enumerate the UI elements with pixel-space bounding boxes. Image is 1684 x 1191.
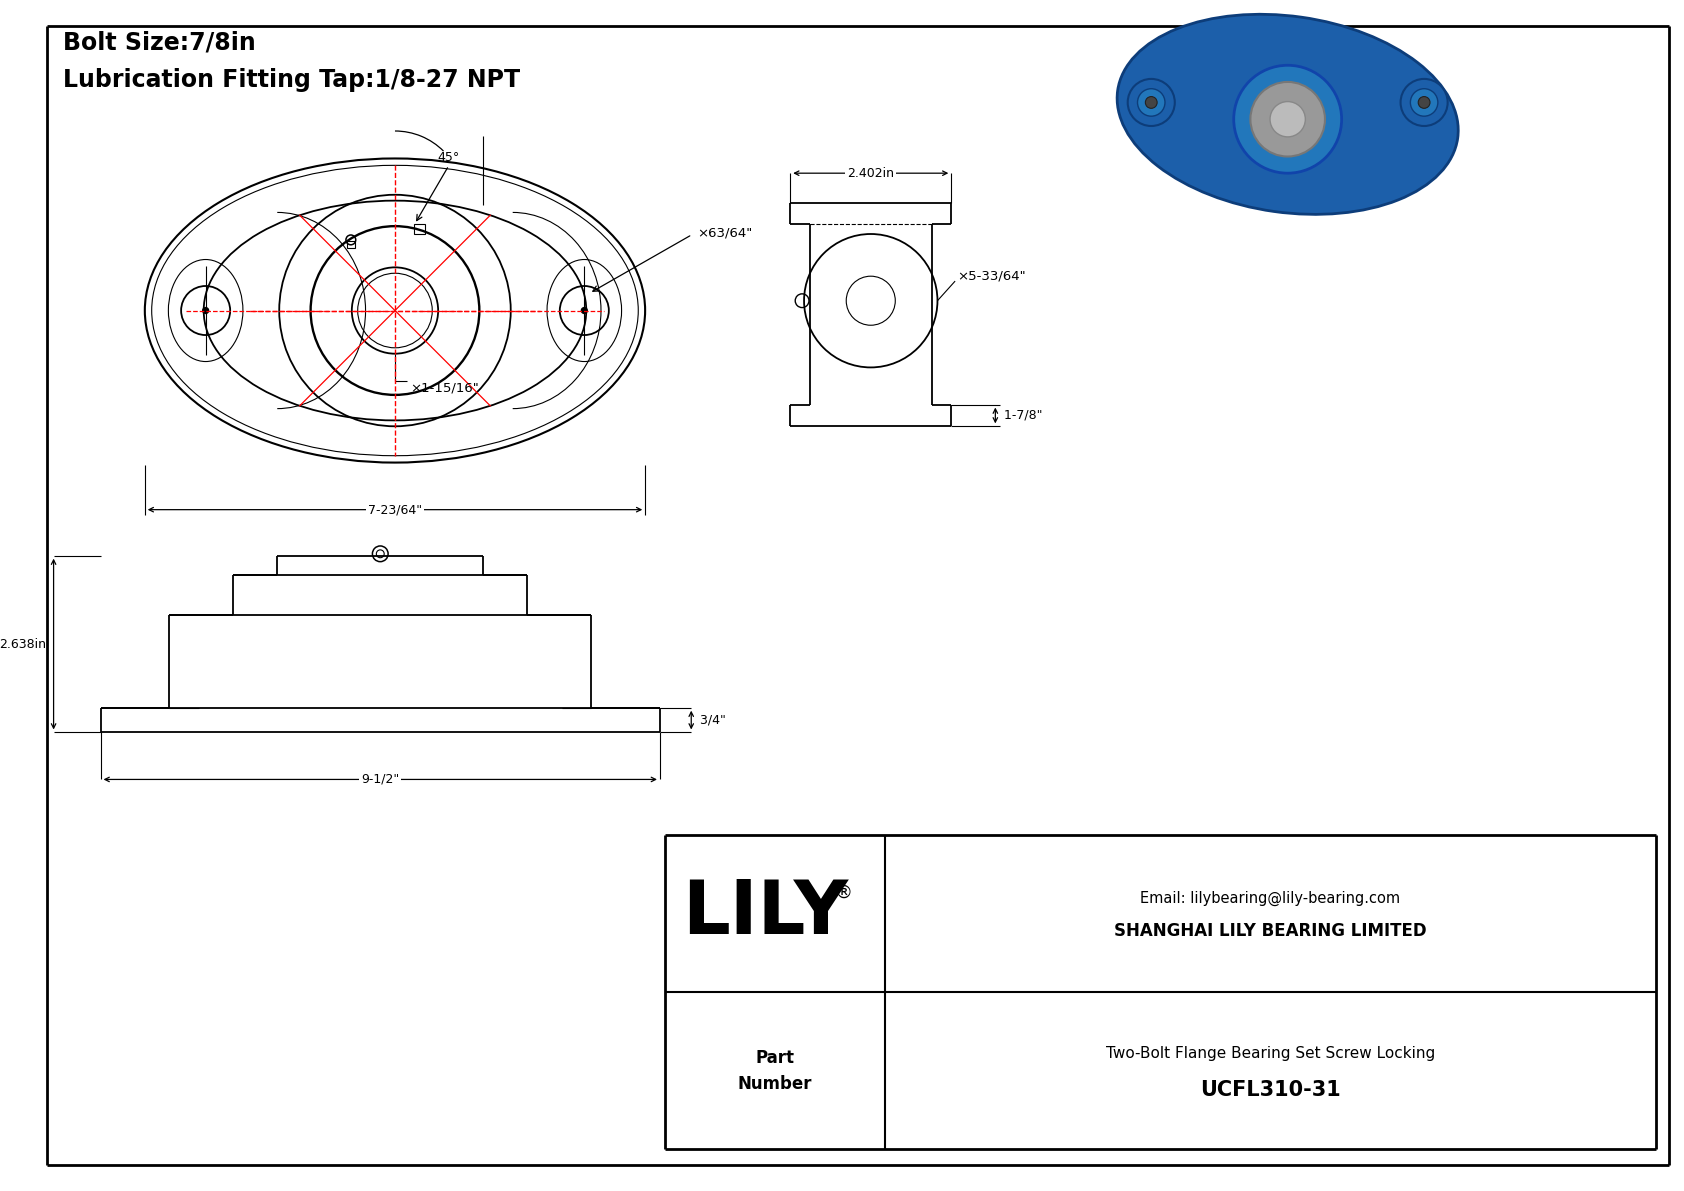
Circle shape [1137,88,1165,117]
Text: ×63/64": ×63/64" [697,226,753,239]
Text: ®: ® [835,884,852,902]
Text: Bolt Size:7/8in: Bolt Size:7/8in [64,31,256,55]
Text: 9-1/2": 9-1/2" [360,773,399,786]
Text: SHANGHAI LILY BEARING LIMITED: SHANGHAI LILY BEARING LIMITED [1115,923,1426,941]
Circle shape [1401,79,1448,126]
Text: ×1-15/16": ×1-15/16" [409,381,478,394]
Circle shape [1411,88,1438,117]
Text: 45°: 45° [438,151,460,164]
Text: Lubrication Fitting Tap:1/8-27 NPT: Lubrication Fitting Tap:1/8-27 NPT [64,68,520,92]
Ellipse shape [1116,14,1458,214]
Text: 2.402in: 2.402in [847,167,894,180]
Circle shape [1145,96,1157,108]
Circle shape [1128,79,1175,126]
Text: 7-23/64": 7-23/64" [367,503,423,516]
Text: 2.638in: 2.638in [0,637,45,650]
Text: 3/4": 3/4" [695,713,726,727]
Circle shape [1251,82,1325,156]
Text: Two-Bolt Flange Bearing Set Screw Locking: Two-Bolt Flange Bearing Set Screw Lockin… [1106,1046,1435,1061]
Text: ×5-33/64": ×5-33/64" [957,269,1026,282]
Text: LILY: LILY [682,878,849,950]
Text: Email: lilybearing@lily-bearing.com: Email: lilybearing@lily-bearing.com [1140,891,1401,905]
Circle shape [1270,101,1305,137]
Text: 1-7/8": 1-7/8" [1000,409,1042,422]
Bar [414,224,426,233]
Circle shape [1234,66,1342,173]
Text: Part
Number: Part Number [738,1048,812,1093]
Text: UCFL310-31: UCFL310-31 [1201,1080,1340,1100]
Circle shape [581,307,588,313]
Circle shape [1418,96,1430,108]
Circle shape [202,307,209,313]
Bar [347,241,355,248]
